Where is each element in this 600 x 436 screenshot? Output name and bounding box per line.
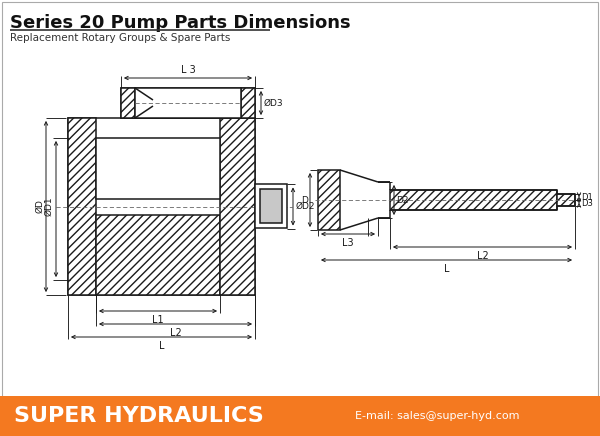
Text: L: L [444,264,449,274]
Bar [68,118,96,295]
Text: D1: D1 [581,193,593,201]
Bar [557,194,575,206]
Bar [390,190,557,210]
Bar [260,190,282,224]
Text: ØD2: ØD2 [296,202,316,211]
Bar [255,184,287,228]
Text: D2: D2 [396,195,409,204]
Text: SUPER HYDRAULICS: SUPER HYDRAULICS [14,406,264,426]
Text: L1: L1 [152,315,164,325]
Text: L 3: L 3 [181,65,196,75]
Bar [68,118,255,295]
Bar [96,215,220,295]
Bar [0,396,600,436]
Text: E-mail: sales@super-hyd.com: E-mail: sales@super-hyd.com [355,411,520,421]
Bar [318,170,340,230]
Bar [121,88,255,118]
Text: ØD: ØD [35,200,44,214]
Text: Series 20 Pump Parts Dimensions: Series 20 Pump Parts Dimensions [10,14,350,32]
Bar [96,138,220,198]
Text: L2: L2 [170,328,181,338]
Bar [241,88,255,118]
Text: L3: L3 [342,238,354,248]
Bar [121,88,135,118]
Text: D: D [301,195,308,204]
Text: Replacement Rotary Groups & Spare Parts: Replacement Rotary Groups & Spare Parts [10,33,230,43]
Text: L2: L2 [476,251,488,261]
Text: ØD3: ØD3 [264,99,284,108]
Text: ØD1: ØD1 [44,197,53,216]
Text: D3: D3 [581,198,593,208]
Text: L: L [159,341,164,351]
Bar [220,118,255,295]
Bar [135,88,241,118]
